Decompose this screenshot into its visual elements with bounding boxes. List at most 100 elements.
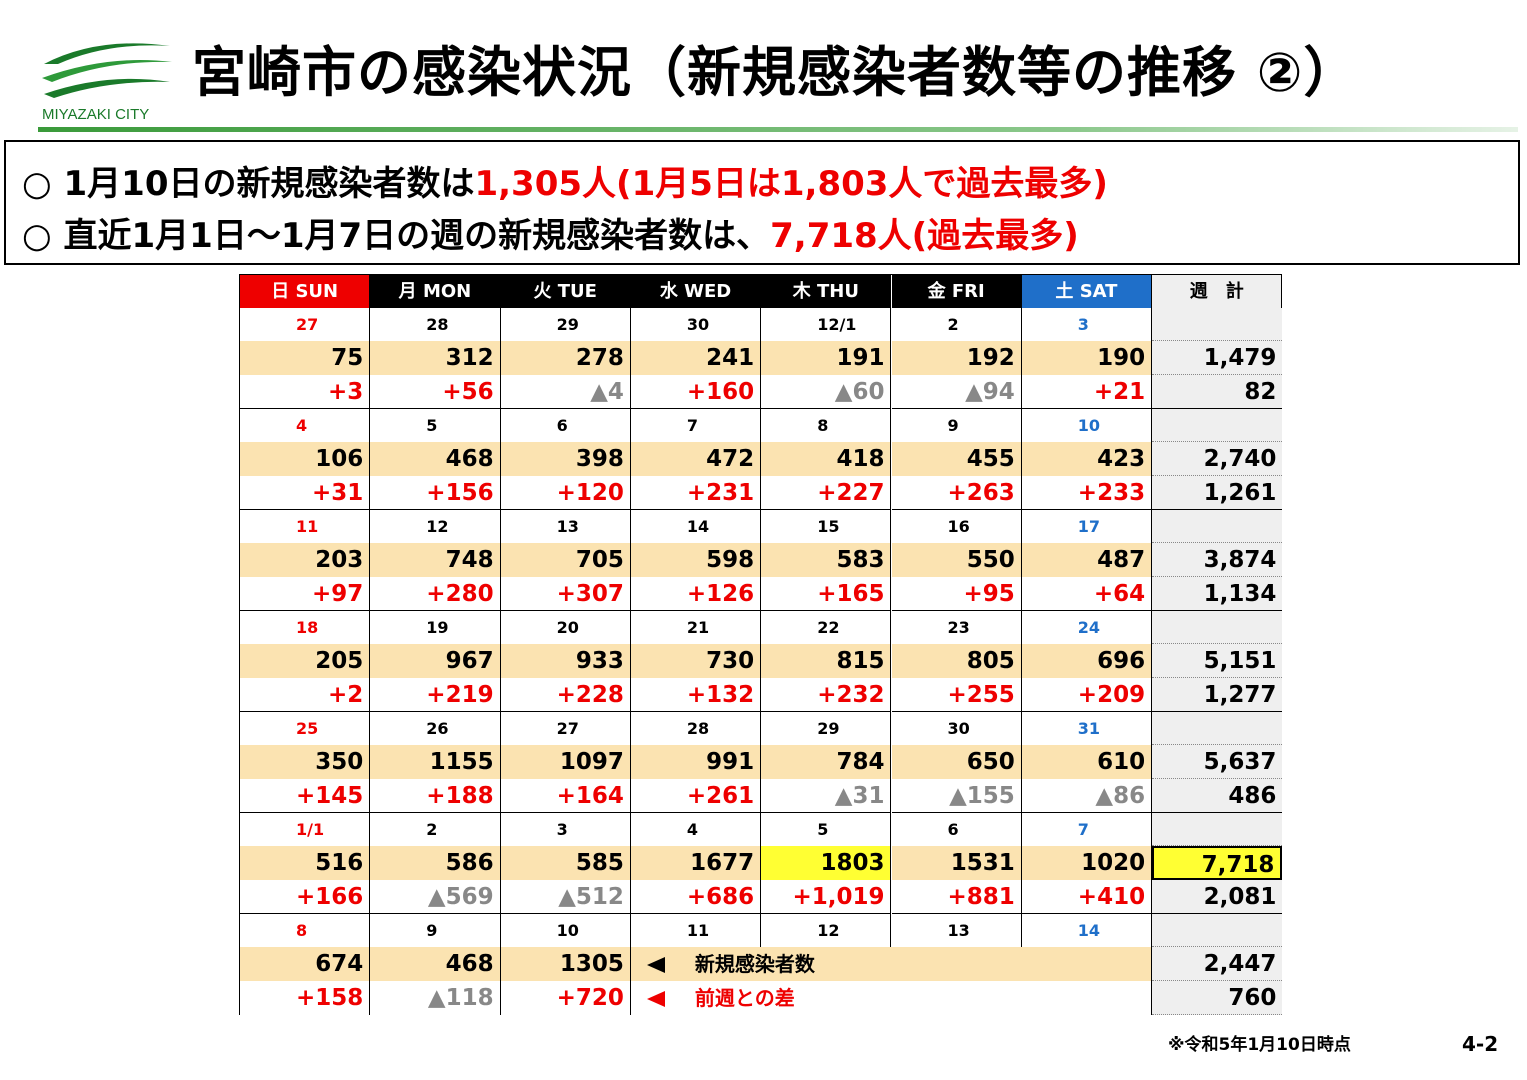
diff: +232 [761, 678, 892, 712]
date: 11 [630, 914, 762, 947]
week-total-diff: 1,261 [1152, 476, 1283, 510]
diff: ▲86 [1021, 779, 1153, 813]
count: 610 [1021, 745, 1153, 779]
date: 7 [1021, 813, 1153, 846]
summary-text: ○ 1月10日の新規感染者数は [22, 164, 475, 204]
count: 991 [630, 745, 762, 779]
total-blank [1152, 308, 1283, 341]
count: 967 [370, 644, 501, 678]
column-header: 週 計 [1152, 275, 1283, 308]
count: 815 [761, 644, 892, 678]
date: 19 [370, 611, 501, 644]
column-header: 月 MON [370, 275, 501, 308]
date: 6 [891, 813, 1022, 846]
count: 730 [630, 644, 762, 678]
summary-line: ○ 1月10日の新規感染者数は1,305人(1月5日は1,803人で過去最多) [22, 156, 1108, 205]
count: 472 [630, 442, 762, 476]
legend-label: 前週との差 [694, 986, 795, 1010]
diff: +261 [630, 779, 762, 813]
diff: +145 [240, 779, 371, 813]
diff: +3 [240, 375, 371, 409]
date: 12/1 [761, 308, 892, 341]
count: 192 [891, 341, 1022, 375]
total-blank [1152, 914, 1283, 947]
legend-row: 前週との差 [630, 981, 1153, 1015]
count: 650 [891, 745, 1022, 779]
week-total-diff: 82 [1152, 375, 1283, 409]
date: 14 [630, 510, 762, 543]
date: 30 [630, 308, 762, 341]
count: 350 [240, 745, 371, 779]
diff: +1,019 [761, 880, 892, 914]
date: 17 [1021, 510, 1153, 543]
legend-label: 新規感染者数 [694, 952, 815, 976]
date: 10 [1021, 409, 1153, 442]
diff: +228 [500, 678, 631, 712]
date: 12 [370, 510, 501, 543]
count: 106 [240, 442, 371, 476]
total-blank [1152, 712, 1283, 745]
summary-box: ○ 1月10日の新規感染者数は1,305人(1月5日は1,803人で過去最多) … [4, 140, 1520, 265]
date: 27 [500, 712, 631, 745]
diff: ▲94 [891, 375, 1022, 409]
calendar-table: 日 SUN 月 MON 火 TUE 水 WED 木 THU 金 FRI 土 SAT 週 計 27… [239, 274, 1283, 1015]
diff: +165 [761, 577, 892, 611]
diff: +231 [630, 476, 762, 510]
diff: +132 [630, 678, 762, 712]
count: 203 [240, 543, 371, 577]
diff: +280 [370, 577, 501, 611]
count: 1097 [500, 745, 631, 779]
date: 14 [1021, 914, 1153, 947]
summary-highlight: 7,718人(過去最多) [770, 216, 1079, 256]
count: 191 [761, 341, 892, 375]
summary-highlight: 1,305人(1月5日は1,803人で過去最多) [474, 164, 1108, 204]
count: 748 [370, 543, 501, 577]
week-total: 2,740 [1152, 442, 1283, 476]
column-header: 土 SAT [1021, 275, 1153, 308]
total-blank [1152, 409, 1283, 442]
date: 4 [630, 813, 762, 846]
date: 24 [1021, 611, 1153, 644]
count: 312 [370, 341, 501, 375]
date: 22 [761, 611, 892, 644]
diff: +160 [630, 375, 762, 409]
count: 468 [370, 442, 501, 476]
date: 28 [370, 308, 501, 341]
week-total: 5,637 [1152, 745, 1283, 779]
diff: +2 [240, 678, 371, 712]
count: 583 [761, 543, 892, 577]
column-header: 水 WED [630, 275, 762, 308]
date: 25 [240, 712, 371, 745]
count: 1155 [370, 745, 501, 779]
count: 398 [500, 442, 631, 476]
date: 26 [370, 712, 501, 745]
diff: +307 [500, 577, 631, 611]
count: 1305 [500, 947, 631, 981]
diff: +21 [1021, 375, 1153, 409]
count: 1020 [1021, 846, 1153, 880]
summary-line: ○ 直近1月1日～1月7日の週の新規感染者数は、7,718人(過去最多) [22, 208, 1079, 257]
diff: ▲4 [500, 375, 631, 409]
date: 15 [761, 510, 892, 543]
count: 585 [500, 846, 631, 880]
diff: +233 [1021, 476, 1153, 510]
count: 190 [1021, 341, 1153, 375]
date: 20 [500, 611, 631, 644]
date: 7 [630, 409, 762, 442]
count: 933 [500, 644, 631, 678]
count: 468 [370, 947, 501, 981]
date: 9 [891, 409, 1022, 442]
footer-note: ※令和5年1月10日時点 [1168, 1035, 1351, 1055]
week-total-diff: 2,081 [1152, 880, 1283, 914]
column-header: 金 FRI [891, 275, 1022, 308]
date: 23 [891, 611, 1022, 644]
week-total: 3,874 [1152, 543, 1283, 577]
date: 10 [500, 914, 631, 947]
count: 705 [500, 543, 631, 577]
count: 784 [761, 745, 892, 779]
date: 29 [500, 308, 631, 341]
diff: +720 [500, 981, 631, 1015]
count: 418 [761, 442, 892, 476]
diff: +686 [630, 880, 762, 914]
